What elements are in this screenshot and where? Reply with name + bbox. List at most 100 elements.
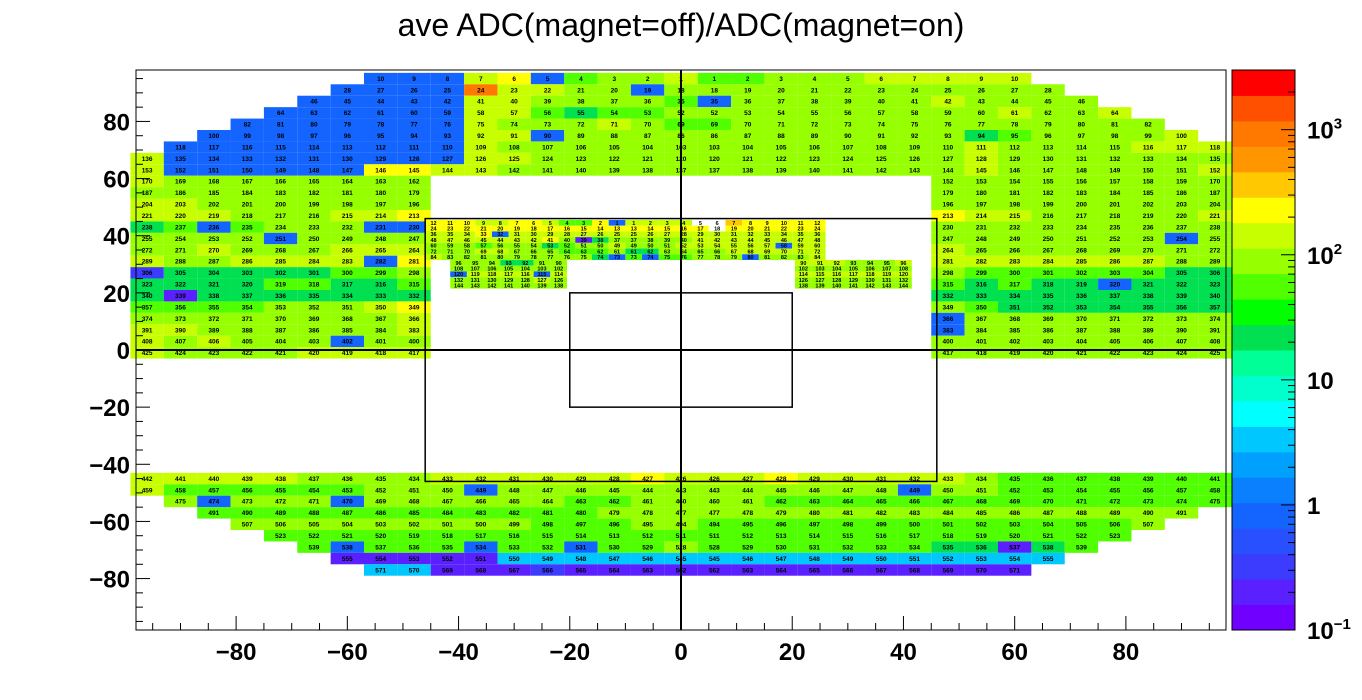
heatmap-cell bbox=[1031, 301, 1065, 313]
cell-label: 452 bbox=[1009, 487, 1020, 494]
heatmap-cell bbox=[497, 484, 531, 496]
heatmap-cell bbox=[464, 107, 498, 119]
heatmap-cell bbox=[450, 265, 467, 272]
cell-label: 266 bbox=[1009, 247, 1020, 254]
heatmap-cell bbox=[758, 220, 776, 226]
cell-label: 84 bbox=[430, 255, 437, 261]
heatmap-cell bbox=[508, 242, 526, 249]
cell-label: 272 bbox=[142, 247, 153, 254]
heatmap-cell bbox=[861, 265, 879, 272]
heatmap-cell bbox=[642, 254, 659, 260]
cell-label: 14 bbox=[647, 226, 654, 232]
heatmap-cell bbox=[997, 564, 1032, 576]
heatmap-cell bbox=[263, 175, 298, 188]
cell-label: 115 bbox=[1110, 144, 1121, 151]
cell-label: 14 bbox=[597, 226, 604, 232]
y-tick-label: 20 bbox=[103, 281, 130, 308]
cell-label: 27 bbox=[581, 232, 587, 238]
heatmap-cell bbox=[861, 282, 879, 289]
heatmap-cell bbox=[1198, 164, 1232, 176]
palette-band bbox=[1232, 502, 1295, 529]
cell-label: 336 bbox=[275, 293, 286, 300]
cell-label: 408 bbox=[142, 339, 153, 346]
cell-label: 498 bbox=[842, 522, 853, 529]
heatmap-cell bbox=[397, 152, 431, 165]
cell-label: 47 bbox=[447, 238, 453, 244]
cell-label: 50 bbox=[597, 244, 603, 250]
heatmap-cell bbox=[364, 255, 398, 268]
heatmap-cell bbox=[742, 237, 759, 243]
cell-label: 214 bbox=[976, 213, 987, 220]
cell-label: 80 bbox=[310, 122, 318, 129]
heatmap-cell bbox=[364, 141, 398, 153]
heatmap-cell bbox=[831, 552, 865, 565]
x-tick-label: 0 bbox=[674, 639, 687, 666]
heatmap-cell bbox=[864, 72, 898, 85]
heatmap-cell bbox=[997, 152, 1032, 165]
heatmap-cell bbox=[541, 220, 559, 226]
cell-label: 10 bbox=[781, 221, 787, 227]
cell-label: 216 bbox=[1043, 213, 1054, 220]
cell-label: 483 bbox=[909, 510, 920, 517]
heatmap-cell bbox=[592, 231, 609, 238]
heatmap-cell bbox=[1164, 221, 1199, 233]
heatmap-cell bbox=[658, 231, 676, 238]
cell-label: 123 bbox=[575, 156, 586, 163]
cell-label: 79 bbox=[1044, 122, 1052, 129]
heatmap-cell bbox=[597, 564, 631, 576]
heatmap-cell bbox=[464, 472, 498, 485]
cell-label: 404 bbox=[275, 339, 286, 346]
cell-label: 126 bbox=[475, 156, 486, 163]
cell-label: 4 bbox=[682, 221, 686, 227]
cell-label: 517 bbox=[909, 533, 920, 540]
heatmap-cell bbox=[1031, 84, 1065, 96]
heatmap-cell bbox=[197, 495, 231, 508]
heatmap-cell bbox=[364, 301, 398, 313]
heatmap-cell bbox=[1064, 130, 1099, 142]
heatmap-cell bbox=[731, 118, 765, 130]
heatmap-cell bbox=[697, 130, 732, 142]
heatmap-cell bbox=[441, 225, 459, 232]
cell-label: 551 bbox=[475, 556, 486, 563]
cell-label: 462 bbox=[776, 499, 787, 506]
cell-label: 93 bbox=[850, 261, 856, 267]
heatmap-cell bbox=[845, 282, 862, 289]
heatmap-cell bbox=[197, 278, 231, 290]
heatmap-cell bbox=[1031, 198, 1065, 210]
cell-label: 457 bbox=[1176, 487, 1187, 494]
heatmap-cell bbox=[731, 472, 765, 485]
heatmap-cell bbox=[797, 541, 832, 553]
heatmap-cell bbox=[964, 278, 998, 290]
cell-label: 383 bbox=[943, 327, 954, 334]
cell-label: 152 bbox=[1209, 167, 1220, 174]
heatmap-cell bbox=[163, 290, 198, 302]
cell-label: 17 bbox=[547, 226, 553, 232]
cell-label: 570 bbox=[976, 567, 987, 574]
cell-label: 143 bbox=[475, 167, 486, 174]
cell-label: 233 bbox=[1043, 224, 1054, 231]
heatmap-cell bbox=[500, 282, 517, 289]
cell-label: 56 bbox=[844, 110, 852, 117]
cell-label: 528 bbox=[709, 544, 720, 551]
heatmap-cell bbox=[1164, 198, 1199, 210]
cell-label: 54 bbox=[531, 244, 538, 250]
cell-label: 21 bbox=[764, 226, 770, 232]
cell-label: 234 bbox=[275, 224, 286, 231]
cell-label: 96 bbox=[344, 133, 352, 140]
heatmap-cell bbox=[725, 225, 743, 232]
cell-label: 110 bbox=[943, 144, 954, 151]
cell-label: 73 bbox=[544, 122, 552, 129]
heatmap-cell bbox=[931, 210, 965, 222]
heatmap-cell bbox=[697, 507, 732, 519]
cell-label: 318 bbox=[1043, 282, 1054, 289]
cell-label: 554 bbox=[1009, 556, 1020, 563]
heatmap-cell bbox=[564, 552, 598, 565]
heatmap-cell bbox=[964, 507, 998, 519]
heatmap-cell bbox=[1198, 141, 1232, 153]
cell-label: 251 bbox=[1076, 236, 1087, 243]
cell-label: 68 bbox=[497, 249, 503, 255]
heatmap-cell bbox=[742, 220, 759, 226]
palette-band bbox=[1232, 95, 1295, 122]
cell-label: 93 bbox=[444, 133, 452, 140]
heatmap-cell bbox=[997, 301, 1032, 313]
